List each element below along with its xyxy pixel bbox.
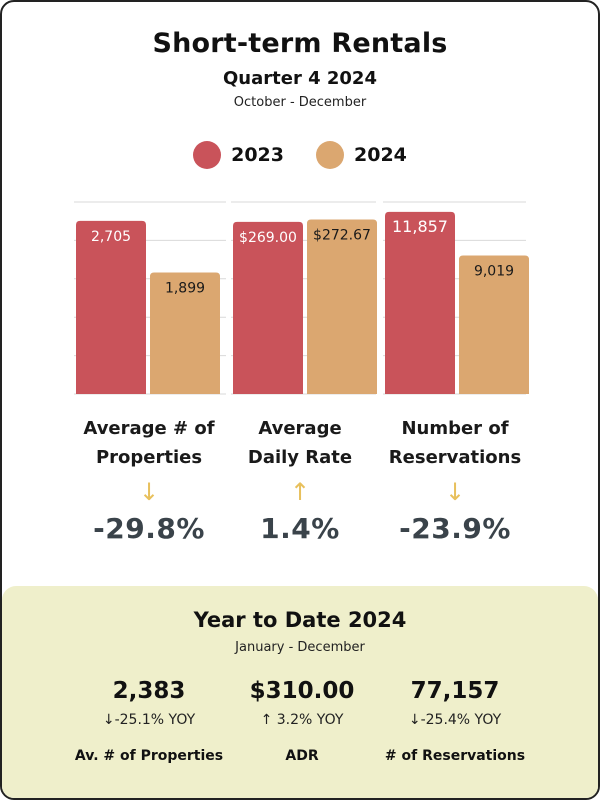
metric-label-line1: Number of: [401, 418, 509, 439]
ytd-value-properties: 2,383: [112, 678, 186, 704]
bar-adr-2023: [233, 221, 303, 394]
ytd-title: Year to Date 2024: [193, 608, 407, 632]
legend-label-2023: 2023: [231, 144, 284, 166]
arrow-up-icon: ↑: [289, 478, 311, 506]
metric-label-line1: Average: [258, 418, 342, 439]
bar-label-reservations-2023: 11,857: [392, 217, 448, 236]
bar-charts: 2,705 1,899 $269.00 $272.67 11,857 9,019: [74, 201, 529, 395]
bar-adr-2024: [307, 219, 377, 394]
ytd-name-reservations: # of Reservations: [384, 748, 526, 764]
quarter-date-range: October - December: [233, 95, 367, 110]
ytd-value-reservations: 77,157: [410, 678, 500, 704]
bar-label-adr-2023: $269.00: [239, 230, 297, 246]
change-properties: -29.8%: [93, 512, 205, 545]
ytd-yoy-properties: ↓-25.1% YOY: [102, 712, 196, 728]
legend-item-2023: 2023: [193, 141, 284, 169]
bar-reservations-2024: [459, 255, 529, 394]
bar-properties-2023: [76, 220, 146, 394]
arrow-down-icon: ↓: [138, 478, 160, 506]
bar-label-reservations-2024: 9,019: [474, 263, 514, 279]
bar-label-adr-2024: $272.67: [313, 227, 371, 243]
legend-swatch-2023: [193, 141, 222, 169]
change-reservations: -23.9%: [399, 512, 511, 545]
ytd-panel: Year to Date 2024 January - December 2,3…: [2, 586, 598, 798]
ytd-yoy-reservations: ↓-25.4% YOY: [408, 712, 502, 728]
legend-item-2024: 2024: [316, 141, 407, 169]
legend-label-2024: 2024: [354, 144, 407, 166]
metric-label-line2: Reservations: [388, 447, 522, 468]
metric-label-reservations: Number of Reservations: [375, 414, 535, 472]
ytd-value-adr: $310.00: [249, 678, 355, 704]
bar-reservations-2023: [385, 211, 455, 394]
ytd-date-range: January - December: [235, 640, 365, 655]
change-adr: 1.4%: [260, 512, 340, 545]
ytd-name-properties: Av. # of Properties: [74, 748, 224, 764]
legend-swatch-2024: [316, 141, 344, 169]
metric-label-line2: Daily Rate: [247, 447, 353, 468]
ytd-name-adr: ADR: [285, 748, 319, 764]
arrow-down-icon: ↓: [444, 478, 466, 506]
bar-label-properties-2024: 1,899: [165, 280, 205, 296]
bar-label-properties-2023: 2,705: [91, 229, 131, 245]
metric-label-properties: Average # of Properties: [69, 414, 229, 472]
chart-legend: 2023 2024: [2, 141, 598, 169]
metric-label-line2: Properties: [95, 447, 203, 468]
metric-label-adr: Average Daily Rate: [220, 414, 380, 472]
ytd-yoy-adr: ↑ 3.2% YOY: [260, 712, 344, 728]
metric-label-line1: Average # of: [83, 418, 215, 439]
page-title: Short-term Rentals: [152, 28, 448, 59]
bar-properties-2024: [150, 272, 220, 394]
page-subtitle: Quarter 4 2024: [223, 68, 377, 89]
